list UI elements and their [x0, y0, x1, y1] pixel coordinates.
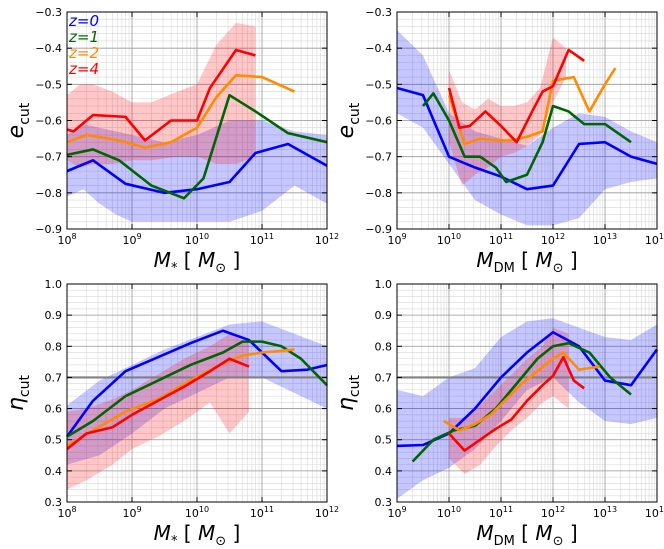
spread-band — [449, 37, 566, 186]
panel-bottom-right: 109 1010 1011 1012 1013 1014 0.3 0.4 0.5 0.6 0.7 0.… — [334, 278, 664, 549]
y-axis-label: ecut — [4, 102, 33, 138]
series-line — [66, 73, 296, 149]
x-tick-label: 109 — [387, 232, 406, 247]
spread-band — [397, 30, 657, 226]
spread-band — [67, 120, 327, 222]
y-tick-label: −0.6 — [35, 115, 62, 128]
x-tick-label: 108 — [57, 232, 76, 247]
series-line — [447, 67, 617, 146]
y-tick-label: 0.3 — [375, 496, 393, 509]
series-line — [411, 341, 632, 463]
y-tick-label: 0.4 — [45, 465, 63, 478]
x-tick-label: 1011 — [250, 232, 274, 247]
y-axis-label: ηcut — [334, 374, 363, 411]
y-tick-label: 0.9 — [375, 309, 393, 322]
x-tick-label: 1014 — [645, 232, 664, 247]
series-line — [421, 92, 632, 184]
series-line — [66, 48, 256, 142]
y-tick-label: −0.9 — [365, 223, 392, 236]
y-tick-label: −0.5 — [365, 78, 392, 91]
x-axis-label: M* [ M⊙ ] — [154, 248, 241, 276]
y-tick-label: 0.8 — [45, 340, 63, 353]
x-axis-label: M* [ M⊙ ] — [154, 521, 241, 549]
series-line — [447, 48, 585, 144]
x-tick-label: 1010 — [185, 505, 209, 520]
y-tick-label: 0.8 — [375, 340, 393, 353]
x-tick-label: 1011 — [489, 505, 513, 520]
y-tick-label: 0.6 — [45, 403, 63, 416]
spread-band — [67, 321, 327, 465]
y-tick-label: −0.6 — [365, 115, 392, 128]
panel-top-left: 108 109 1010 1011 1012 −0.9 −0.8 −0.7 −0.6 −0.5 −0… — [4, 6, 339, 276]
y-tick-label: 0.3 — [45, 496, 63, 509]
panel-top-right: 109 1010 1011 1012 1013 1014 −0.9 −0.8 −0.7 −0.6 −… — [334, 6, 664, 276]
y-tick-label: −0.8 — [35, 187, 62, 200]
x-tick-label: 1012 — [541, 505, 565, 520]
y-tick-label: −0.8 — [365, 187, 392, 200]
series-line — [65, 329, 328, 438]
y-tick-label: 0.5 — [375, 434, 393, 447]
legend-entry: z=4 — [68, 60, 99, 78]
panel-bottom-left: 108 109 1010 1011 1012 0.3 0.4 0.5 0.6 0.7 0.8 0.9 1… — [4, 278, 339, 549]
y-tick-label: −0.9 — [35, 223, 62, 236]
spread-band — [67, 22, 256, 168]
y-tick-label: 0.5 — [45, 434, 63, 447]
legend-entry: z=0 — [68, 12, 99, 30]
series-line — [66, 93, 328, 200]
y-tick-label: 0.7 — [45, 371, 63, 384]
x-tick-label: 1012 — [541, 232, 565, 247]
y-tick-label: −0.3 — [35, 6, 62, 19]
x-tick-label: 1012 — [315, 505, 339, 520]
y-tick-label: 0.7 — [375, 371, 393, 384]
y-tick-label: −0.7 — [35, 151, 62, 164]
y-tick-label: 1.0 — [375, 278, 393, 291]
y-tick-label: 0.4 — [375, 465, 393, 478]
plot-frame — [396, 283, 658, 503]
x-tick-label: 109 — [122, 505, 141, 520]
x-axis-label: MDM [ M⊙ ] — [476, 521, 577, 549]
x-tick-label: 109 — [122, 232, 141, 247]
y-tick-label: −0.7 — [365, 151, 392, 164]
x-tick-label: 1011 — [250, 505, 274, 520]
x-tick-label: 1010 — [437, 232, 461, 247]
x-tick-label: 1010 — [185, 232, 209, 247]
series-line — [448, 355, 585, 452]
y-tick-label: −0.4 — [365, 42, 392, 55]
legend-entry: z=1 — [68, 28, 99, 46]
y-tick-label: 0.6 — [375, 403, 393, 416]
y-tick-label: −0.3 — [365, 6, 392, 19]
x-tick-label: 1012 — [315, 232, 339, 247]
x-tick-label: 108 — [57, 505, 76, 520]
y-tick-label: 1.0 — [45, 278, 63, 291]
y-axis-label: ecut — [334, 102, 363, 138]
legend-entry: z=2 — [68, 44, 99, 62]
y-tick-label: −0.5 — [35, 78, 62, 91]
x-tick-label: 1011 — [489, 232, 513, 247]
series-line — [396, 86, 658, 191]
x-tick-label: 109 — [387, 505, 406, 520]
legend: z=0z=1z=2z=4 — [68, 12, 99, 78]
spread-band — [449, 327, 569, 474]
y-tick-label: −0.4 — [35, 42, 62, 55]
y-axis-label: ηcut — [4, 374, 33, 411]
x-tick-label: 1010 — [437, 505, 461, 520]
x-axis-label: MDM [ M⊙ ] — [476, 248, 577, 276]
x-tick-label: 1013 — [593, 232, 617, 247]
y-tick-label: 0.9 — [45, 309, 63, 322]
series-line — [66, 357, 250, 451]
series-line — [66, 142, 328, 195]
x-tick-label: 1014 — [645, 505, 664, 520]
series-line — [443, 351, 600, 432]
x-tick-label: 1013 — [593, 505, 617, 520]
